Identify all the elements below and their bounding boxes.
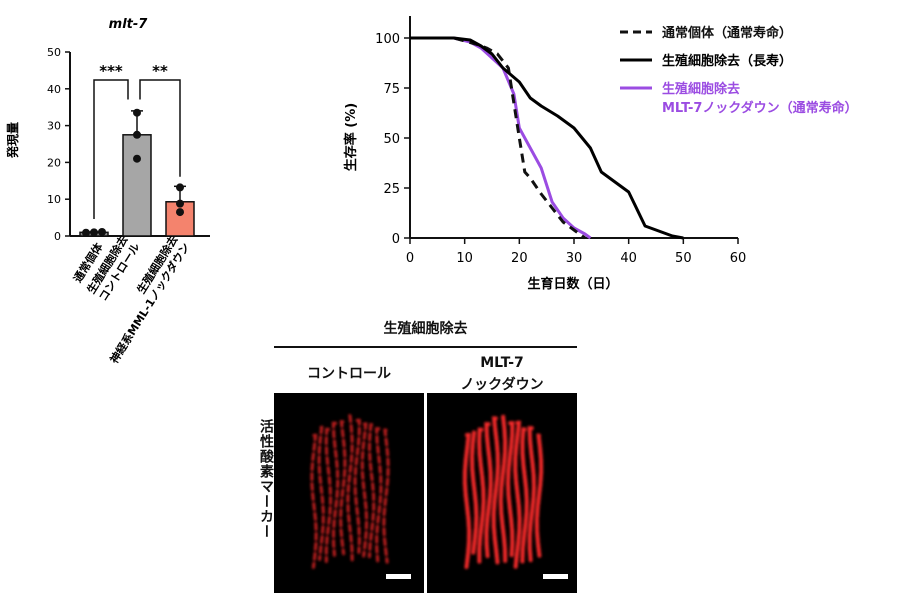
worm-stripe <box>382 428 390 564</box>
survival-y-tick-label: 75 <box>383 82 400 97</box>
bar-chart-ylabel: 発現量 <box>5 122 20 159</box>
legend-label: 通常個体（通常寿命） <box>662 25 792 41</box>
survival-y-tick-label: 50 <box>383 132 400 147</box>
significance-bracket <box>93 79 129 219</box>
legend-label: 生殖細胞除去（長寿） <box>662 53 792 69</box>
worm-stripe <box>491 416 500 565</box>
worm-stain-knockdown <box>462 414 544 570</box>
worm-stripe <box>505 421 515 558</box>
image-col2-label-1: MLT-7 <box>480 355 524 371</box>
survival-x-tick-label: 10 <box>456 251 473 266</box>
survival-x-tick-label: 30 <box>566 251 583 266</box>
image-group-title: 生殖細胞除去 <box>383 321 468 337</box>
survival-x-tick-label: 40 <box>620 251 637 266</box>
survival-x-tick-label: 50 <box>675 251 692 266</box>
scale-bar <box>543 574 568 579</box>
worm-stain-control <box>310 414 390 569</box>
legend-label: 生殖細胞除去 <box>662 81 740 97</box>
survival-x-tick-label: 20 <box>511 251 528 266</box>
data-point <box>176 199 184 208</box>
worm-stripe <box>513 420 522 569</box>
survival-series-line <box>410 36 586 240</box>
worm-stripe <box>353 418 361 554</box>
worm-stripe <box>367 423 376 559</box>
significance-bracket <box>139 79 181 177</box>
worm-stripe <box>484 422 493 559</box>
bar-y-tick-label: 30 <box>47 120 61 133</box>
worm-stripe <box>324 427 333 563</box>
worm-stripe <box>527 426 536 563</box>
bar-marks: *** ** <box>79 62 195 237</box>
image-group-rule <box>274 346 577 348</box>
survival-x-tick-label: 0 <box>406 251 414 266</box>
significance-label: *** <box>99 62 123 80</box>
worm-stripe <box>339 420 347 556</box>
survival-series <box>410 36 684 240</box>
bar-y-tick-label: 50 <box>47 46 61 59</box>
worm-stripe <box>331 421 340 557</box>
survival-series-line <box>410 36 592 240</box>
survival-xlabel: 生育日数（日） <box>527 276 618 292</box>
fluorescence-image-control <box>274 393 424 593</box>
worm-stripe <box>470 430 479 555</box>
bar-chart-title: mlt-7 <box>109 17 149 32</box>
data-point <box>176 183 184 192</box>
worm-stripe <box>498 414 508 563</box>
data-point <box>176 208 184 217</box>
worm-stripe <box>360 422 369 558</box>
worm-stripe <box>520 427 529 564</box>
survival-legend: 通常個体（通常寿命） 生殖細胞除去（長寿） 生殖細胞除去 MLT-7ノックダウン（通常… <box>620 25 858 116</box>
data-point <box>98 227 106 236</box>
worm-group <box>310 414 390 569</box>
fluorescence-image-mlt7-knockdown <box>427 393 577 593</box>
bar <box>122 134 152 237</box>
worm-stripe <box>534 433 544 558</box>
data-point <box>133 154 141 163</box>
image-row-label: 活性酸素マーカー <box>258 419 274 539</box>
bar-y-tick-label: 20 <box>47 156 61 169</box>
image-col2-label-2: ノックダウン <box>460 377 544 393</box>
survival-y-tick-label: 25 <box>383 182 400 197</box>
worm-stripe <box>310 433 318 569</box>
data-point <box>82 228 90 237</box>
data-point <box>133 108 141 117</box>
bar-y-tick-label: 0 <box>54 230 61 243</box>
survival-series-line <box>410 36 684 240</box>
worm-stripe <box>346 414 354 562</box>
image-col1-label: コントロール <box>307 366 391 382</box>
worm-stripe <box>375 427 383 563</box>
worm-stripe <box>462 433 472 570</box>
worm-group <box>462 414 544 570</box>
data-point <box>90 228 98 237</box>
data-point <box>133 130 141 139</box>
worm-stripe <box>317 425 325 561</box>
survival-y-tick-label: 0 <box>392 232 400 247</box>
bar-y-tick-label: 10 <box>47 193 61 206</box>
scale-bar <box>386 574 411 579</box>
bar-y-tick-label: 40 <box>47 83 61 96</box>
survival-y-tick-label: 100 <box>375 32 400 47</box>
survival-x-tick-label: 60 <box>730 251 747 266</box>
significance-label: ** <box>152 62 168 80</box>
legend-label: MLT-7ノックダウン（通常寿命） <box>662 100 858 116</box>
survival-ylabel: 生存率 (%) <box>343 103 359 171</box>
worm-stripe <box>477 427 486 564</box>
